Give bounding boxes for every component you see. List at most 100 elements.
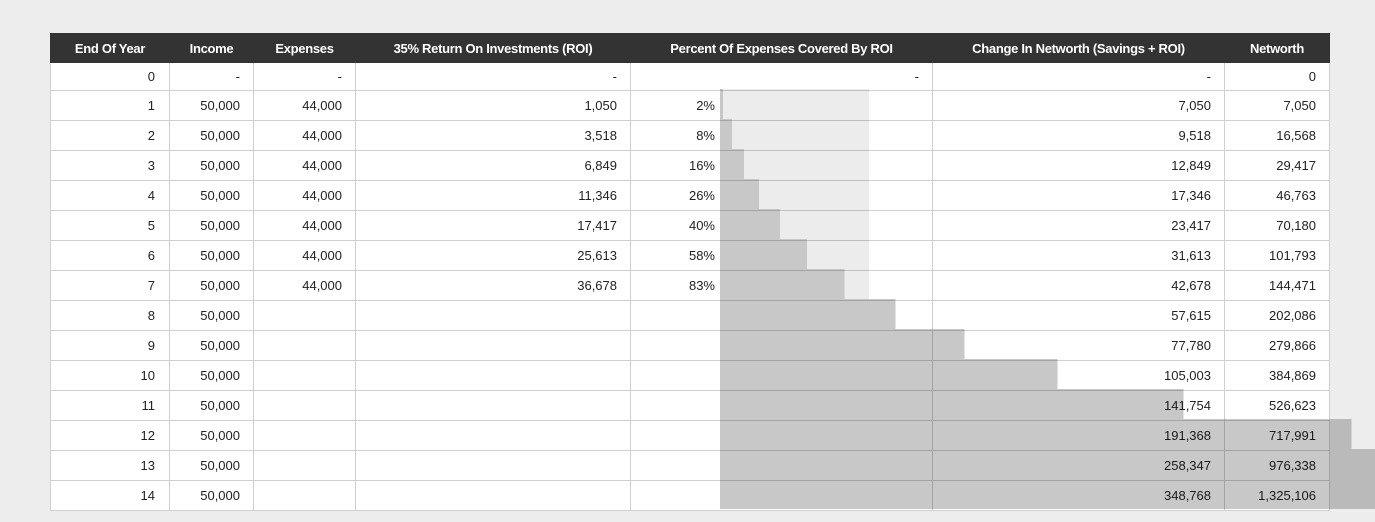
table-cell: 1 [50,90,170,121]
table-cell [253,420,356,451]
table-cell: 7,050 [932,90,1225,121]
table-cell: 384,869 [1224,360,1330,391]
table-cell: 40% [630,210,933,241]
table-row: 13 50,000 258,347 976,338 [50,450,1330,481]
table-cell: 50,000 [169,420,254,451]
table-cell [355,480,631,511]
table-cell: 16% [630,150,933,181]
table-cell: 258,347 [932,450,1225,481]
table-row: 6 50,000 44,000 25,613 58% 31,613 101,793 [50,240,1330,271]
table-cell: 3 [50,150,170,181]
table-cell [253,480,356,511]
table-cell: - [169,62,254,91]
table-cell: 44,000 [253,270,356,301]
table-cell: 50,000 [169,150,254,181]
table-cell: 44,000 [253,180,356,211]
table-cell: 11,346 [355,180,631,211]
table-cell [630,450,933,481]
table-cell: 50,000 [169,210,254,241]
table-cell: 3,518 [355,120,631,151]
table-cell [355,300,631,331]
table-cell: 12 [50,420,170,451]
table-cell [355,450,631,481]
table-cell: - [932,62,1225,91]
table-row: 9 50,000 77,780 279,866 [50,330,1330,361]
table-cell: 16,568 [1224,120,1330,151]
table-cell: 191,368 [932,420,1225,451]
table-cell: 50,000 [169,330,254,361]
table-cell [253,300,356,331]
table-cell: 10 [50,360,170,391]
table-row: 8 50,000 57,615 202,086 [50,300,1330,331]
table-row: 10 50,000 105,003 384,869 [50,360,1330,391]
table-cell: 44,000 [253,240,356,271]
table-cell: 50,000 [169,450,254,481]
table-cell: 31,613 [932,240,1225,271]
table-cell [355,390,631,421]
table-cell: 6 [50,240,170,271]
table-cell: 105,003 [932,360,1225,391]
table-row: 14 50,000 348,768 1,325,106 [50,480,1330,511]
table-row: 0-----0 [50,62,1330,91]
table-cell: 36,678 [355,270,631,301]
table-cell: 11 [50,390,170,421]
table-cell: 8% [630,120,933,151]
table-cell: 4 [50,180,170,211]
table-row: 3 50,000 44,000 6,849 16% 12,849 29,417 [50,150,1330,181]
table-cell: 0 [50,62,170,91]
table-cell [630,330,933,361]
table-cell: 6,849 [355,150,631,181]
table-cell: 141,754 [932,390,1225,421]
table-row: 12 50,000 191,368 717,991 [50,420,1330,451]
table-cell: 202,086 [1224,300,1330,331]
table-cell: 1,050 [355,90,631,121]
table-cell: 1,325,106 [1224,480,1330,511]
table-row: 7 50,000 44,000 36,678 83% 42,678 144,471 [50,270,1330,301]
table-cell [630,300,933,331]
table-cell: 83% [630,270,933,301]
table-cell: 717,991 [1224,420,1330,451]
table-cell: 50,000 [169,360,254,391]
table-cell [253,360,356,391]
column-header: Percent Of Expenses Covered By ROI [630,33,933,63]
table-cell: 44,000 [253,120,356,151]
column-header: Income [169,33,254,63]
table-cell [355,330,631,361]
column-header: 35% Return On Investments (ROI) [355,33,631,63]
table-cell: 7 [50,270,170,301]
table-cell [355,360,631,391]
table-cell: 279,866 [1224,330,1330,361]
table-cell: 348,768 [932,480,1225,511]
table-cell: 2 [50,120,170,151]
table-cell [630,420,933,451]
table-cell: 5 [50,210,170,241]
table-cell [355,420,631,451]
table-cell: 0 [1224,62,1330,91]
table-cell: 26% [630,180,933,211]
table-row: 4 50,000 44,000 11,346 26% 17,346 46,763 [50,180,1330,211]
table-cell: 50,000 [169,270,254,301]
table-cell [630,390,933,421]
table-cell: 23,417 [932,210,1225,241]
header-row: End Of Year Income Expenses 35% Return On I… [50,33,1330,63]
table-cell: 9 [50,330,170,361]
table-cell: 57,615 [932,300,1225,331]
table-cell: 70,180 [1224,210,1330,241]
table-cell: - [355,62,631,91]
table-cell: 9,518 [932,120,1225,151]
table-row: 2 50,000 44,000 3,518 8% 9,518 16,568 [50,120,1330,151]
table-cell: 144,471 [1224,270,1330,301]
table-cell: 50,000 [169,180,254,211]
table-cell: 101,793 [1224,240,1330,271]
table-cell: 50,000 [169,300,254,331]
table-cell: 42,678 [932,270,1225,301]
table-cell: 13 [50,450,170,481]
table-cell: - [630,62,933,91]
column-header: Networth [1224,33,1330,63]
table-cell: 77,780 [932,330,1225,361]
table-cell: 976,338 [1224,450,1330,481]
table-cell: 2% [630,90,933,121]
column-header: Expenses [253,33,356,63]
projection-table: End Of Year Income Expenses 35% Return On I… [50,33,1330,511]
